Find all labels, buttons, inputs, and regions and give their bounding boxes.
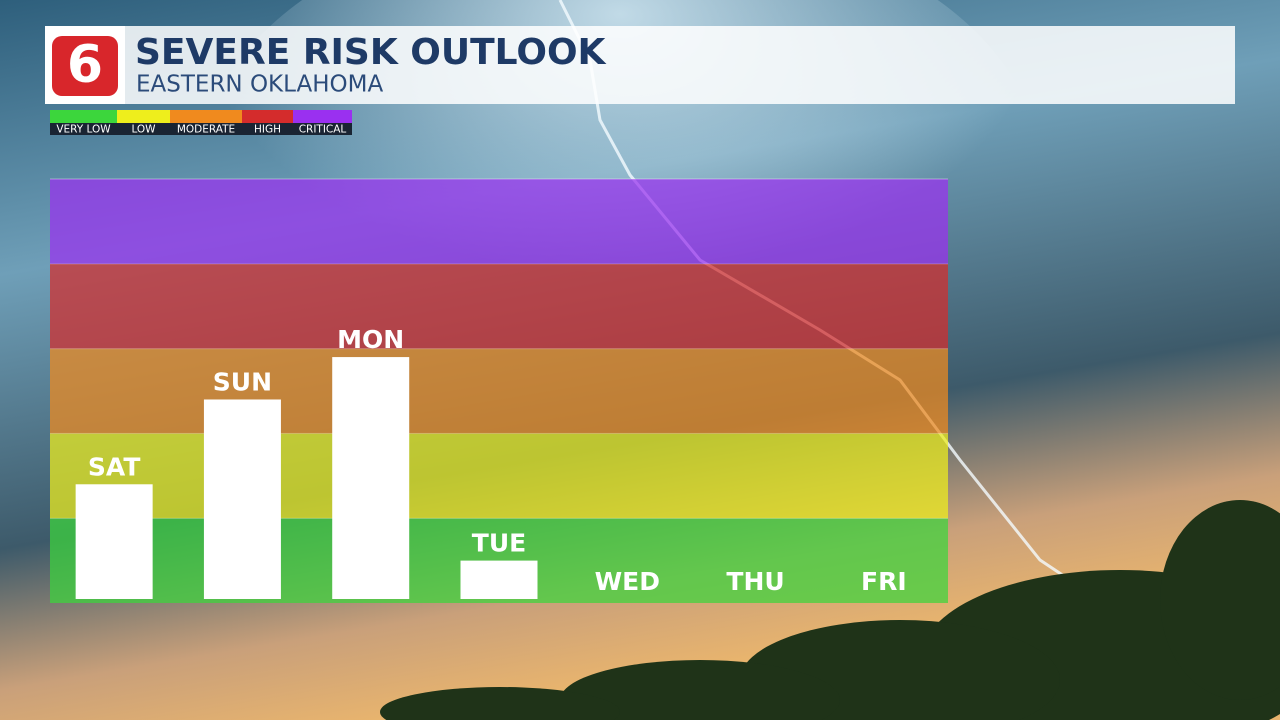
risk-band <box>50 433 948 519</box>
day-label: WED <box>595 567 660 596</box>
risk-band <box>50 348 948 434</box>
legend-swatch <box>117 110 170 123</box>
day-label: FRI <box>861 567 907 596</box>
day-label: SAT <box>88 452 140 481</box>
day-label: MON <box>337 325 404 354</box>
risk-band <box>50 263 948 349</box>
bar <box>332 357 410 599</box>
title-bar <box>45 26 1235 104</box>
logo-text: 6 <box>67 35 103 95</box>
legend-label: CRITICAL <box>299 124 347 136</box>
bars: SAT SUN MON TUE WED THU FRI <box>75 325 907 599</box>
bar <box>75 484 153 599</box>
bar <box>203 399 281 599</box>
day-label: SUN <box>213 367 272 396</box>
subtitle: EASTERN OKLAHOMA <box>136 72 383 98</box>
legend-swatch <box>293 110 352 123</box>
legend-label: MODERATE <box>177 124 235 136</box>
legend-swatch <box>170 110 242 123</box>
bar <box>460 560 538 599</box>
day-label: THU <box>726 567 784 596</box>
title: SEVERE RISK OUTLOOK <box>135 32 607 73</box>
day-label: TUE <box>472 529 526 558</box>
legend-label: LOW <box>131 124 156 136</box>
trees <box>380 500 1280 720</box>
legend: VERY LOW LOW MODERATE HIGH CRITICAL <box>50 110 352 136</box>
legend-swatch <box>50 110 117 123</box>
legend-label: HIGH <box>254 124 281 136</box>
logo <box>52 36 118 96</box>
risk-band <box>50 179 948 264</box>
legend-swatch <box>242 110 293 123</box>
legend-label: VERY LOW <box>56 124 111 136</box>
